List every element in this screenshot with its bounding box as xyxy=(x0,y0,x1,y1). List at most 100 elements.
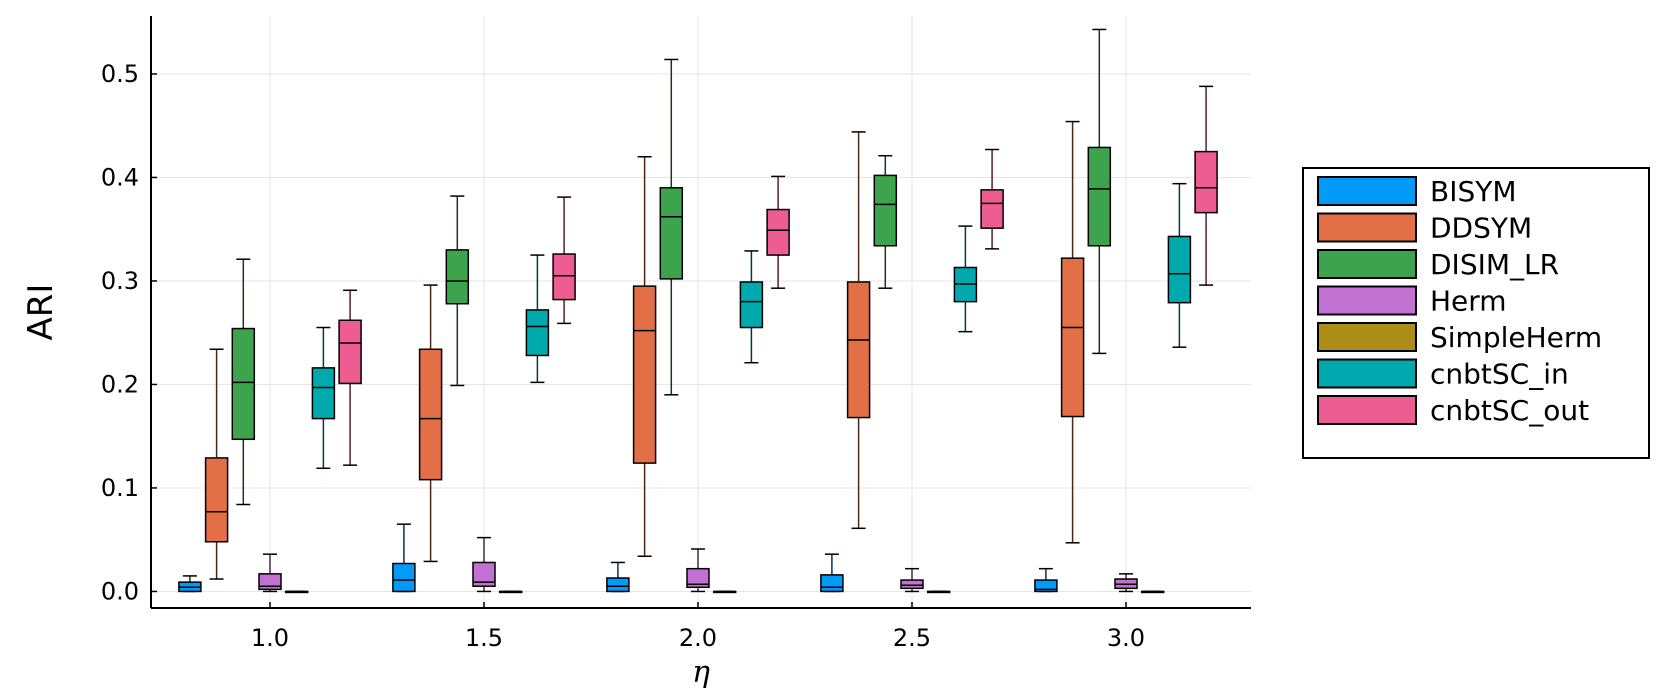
box-cnbtSC_out-2.5 xyxy=(980,148,1004,250)
y-tick-label: 0.5 xyxy=(101,60,139,88)
box-cnbtSC_out-1.5 xyxy=(552,196,576,325)
box-iqr xyxy=(1034,579,1058,593)
box-DDSYM-3.0 xyxy=(1060,120,1085,544)
box-cnbtSC_in-3.0 xyxy=(1167,182,1192,348)
box-cnbtSC_out-1.0 xyxy=(338,289,362,466)
box-cnbtSC_out-2.0 xyxy=(766,175,790,289)
series-BISYM xyxy=(178,523,1058,593)
box-Herm-2.5 xyxy=(900,567,924,593)
box-BISYM-1.5 xyxy=(392,523,416,593)
legend-label: BISYM xyxy=(1430,175,1517,208)
box-Herm-1.5 xyxy=(472,536,496,593)
box-cnbtSC_out-3.0 xyxy=(1194,85,1218,286)
box-SimpleHerm-1.0 xyxy=(284,590,309,594)
box-cnbtSC_in-2.5 xyxy=(953,225,978,333)
x-tick-label: 2.0 xyxy=(679,624,717,652)
box-iqr xyxy=(686,567,710,589)
x-tick-label: 1.5 xyxy=(465,624,503,652)
legend-swatch xyxy=(1317,322,1417,352)
box-iqr xyxy=(472,561,496,588)
box-iqr xyxy=(445,249,470,305)
box-iqr xyxy=(552,253,576,301)
legend-swatch xyxy=(1317,395,1417,425)
legend-item-BISYM: BISYM xyxy=(1317,175,1517,208)
legend-item-DISIM_LR: DISIM_LR xyxy=(1317,248,1559,281)
box-BISYM-2.5 xyxy=(820,553,844,593)
series-DDSYM xyxy=(204,120,1085,580)
box-iqr xyxy=(525,309,550,357)
box-SimpleHerm-1.5 xyxy=(498,590,523,594)
legend-label: Herm xyxy=(1430,285,1507,318)
box-iqr xyxy=(632,285,657,464)
y-tick-label: 0.2 xyxy=(101,370,139,398)
box-iqr xyxy=(231,327,256,441)
box-iqr xyxy=(659,187,684,280)
x-tick-labels: 1.0 1.5 2.0 2.5 3.0 xyxy=(251,602,1145,652)
box-DDSYM-1.5 xyxy=(418,284,443,563)
box-iqr xyxy=(900,579,924,590)
box-BISYM-3.0 xyxy=(1034,567,1058,593)
legend-label: cnbtSC_out xyxy=(1430,394,1589,427)
legend-item-cnbtSC_in: cnbtSC_in xyxy=(1317,358,1569,391)
series-cnbtSC_in xyxy=(311,182,1192,470)
legend-label: cnbtSC_in xyxy=(1430,358,1569,391)
x-axis-title: η xyxy=(692,655,710,690)
box-iqr xyxy=(1060,257,1085,418)
legend-swatch xyxy=(1317,285,1417,316)
y-tick-label: 0.0 xyxy=(101,577,139,605)
y-tick-label: 0.3 xyxy=(101,267,139,295)
legend-label: DISIM_LR xyxy=(1430,248,1559,281)
legend-swatch xyxy=(1317,212,1417,243)
x-tick-label: 1.0 xyxy=(251,624,289,652)
series-cnbtSC_out xyxy=(338,85,1218,466)
box-iqr xyxy=(846,281,871,419)
box-BISYM-2.0 xyxy=(606,561,630,593)
box-DDSYM-1.0 xyxy=(204,348,229,580)
y-tick-label: 0.1 xyxy=(101,474,139,502)
series-Herm xyxy=(258,536,1138,593)
box-iqr xyxy=(766,208,790,256)
legend-item-DDSYM: DDSYM xyxy=(1317,212,1532,245)
box-iqr xyxy=(1087,146,1112,247)
grid-lines xyxy=(151,16,1251,608)
y-tick-labels: 0.0 0.1 0.2 0.3 0.4 0.5 xyxy=(101,60,157,605)
x-tick-label: 2.5 xyxy=(893,624,931,652)
box-SimpleHerm-2.0 xyxy=(712,590,737,594)
box-cnbtSC_in-1.5 xyxy=(525,254,550,384)
legend-swatch xyxy=(1317,176,1417,206)
box-Herm-2.0 xyxy=(686,548,710,593)
x-tick-label: 3.0 xyxy=(1107,624,1145,652)
box-iqr xyxy=(338,319,362,385)
box-DISIM_LR-3.0 xyxy=(1087,28,1112,355)
box-SimpleHerm-3.0 xyxy=(1140,590,1165,594)
y-tick-label: 0.4 xyxy=(101,163,139,191)
box-DISIM_LR-1.5 xyxy=(445,195,470,387)
legend-swatch xyxy=(1317,249,1417,279)
box-Herm-3.0 xyxy=(1114,573,1138,593)
box-cnbtSC_in-1.0 xyxy=(311,326,336,470)
legend-item-Herm: Herm xyxy=(1317,285,1507,318)
box-iqr xyxy=(1194,150,1218,214)
box-iqr xyxy=(606,577,630,593)
box-iqr xyxy=(418,348,443,481)
box-iqr xyxy=(204,457,229,543)
box-DISIM_LR-1.0 xyxy=(231,258,256,506)
box-iqr xyxy=(392,562,416,593)
legend-item-SimpleHerm: SimpleHerm xyxy=(1317,321,1602,354)
box-Herm-1.0 xyxy=(258,553,282,593)
box-iqr xyxy=(311,367,336,420)
box-DDSYM-2.5 xyxy=(846,131,871,530)
box-series-layer xyxy=(178,28,1218,594)
box-iqr xyxy=(258,573,282,591)
series-DISIM_LR xyxy=(231,28,1112,506)
legend-label: SimpleHerm xyxy=(1430,321,1602,354)
box-cnbtSC_in-2.0 xyxy=(739,250,764,364)
y-axis-title: ARI xyxy=(21,284,61,341)
box-iqr xyxy=(980,189,1004,229)
legend-item-cnbtSC_out: cnbtSC_out xyxy=(1317,394,1589,427)
box-BISYM-1.0 xyxy=(178,575,202,593)
axes xyxy=(150,16,1251,609)
box-iqr xyxy=(739,281,764,329)
legend-label: DDSYM xyxy=(1430,212,1532,245)
